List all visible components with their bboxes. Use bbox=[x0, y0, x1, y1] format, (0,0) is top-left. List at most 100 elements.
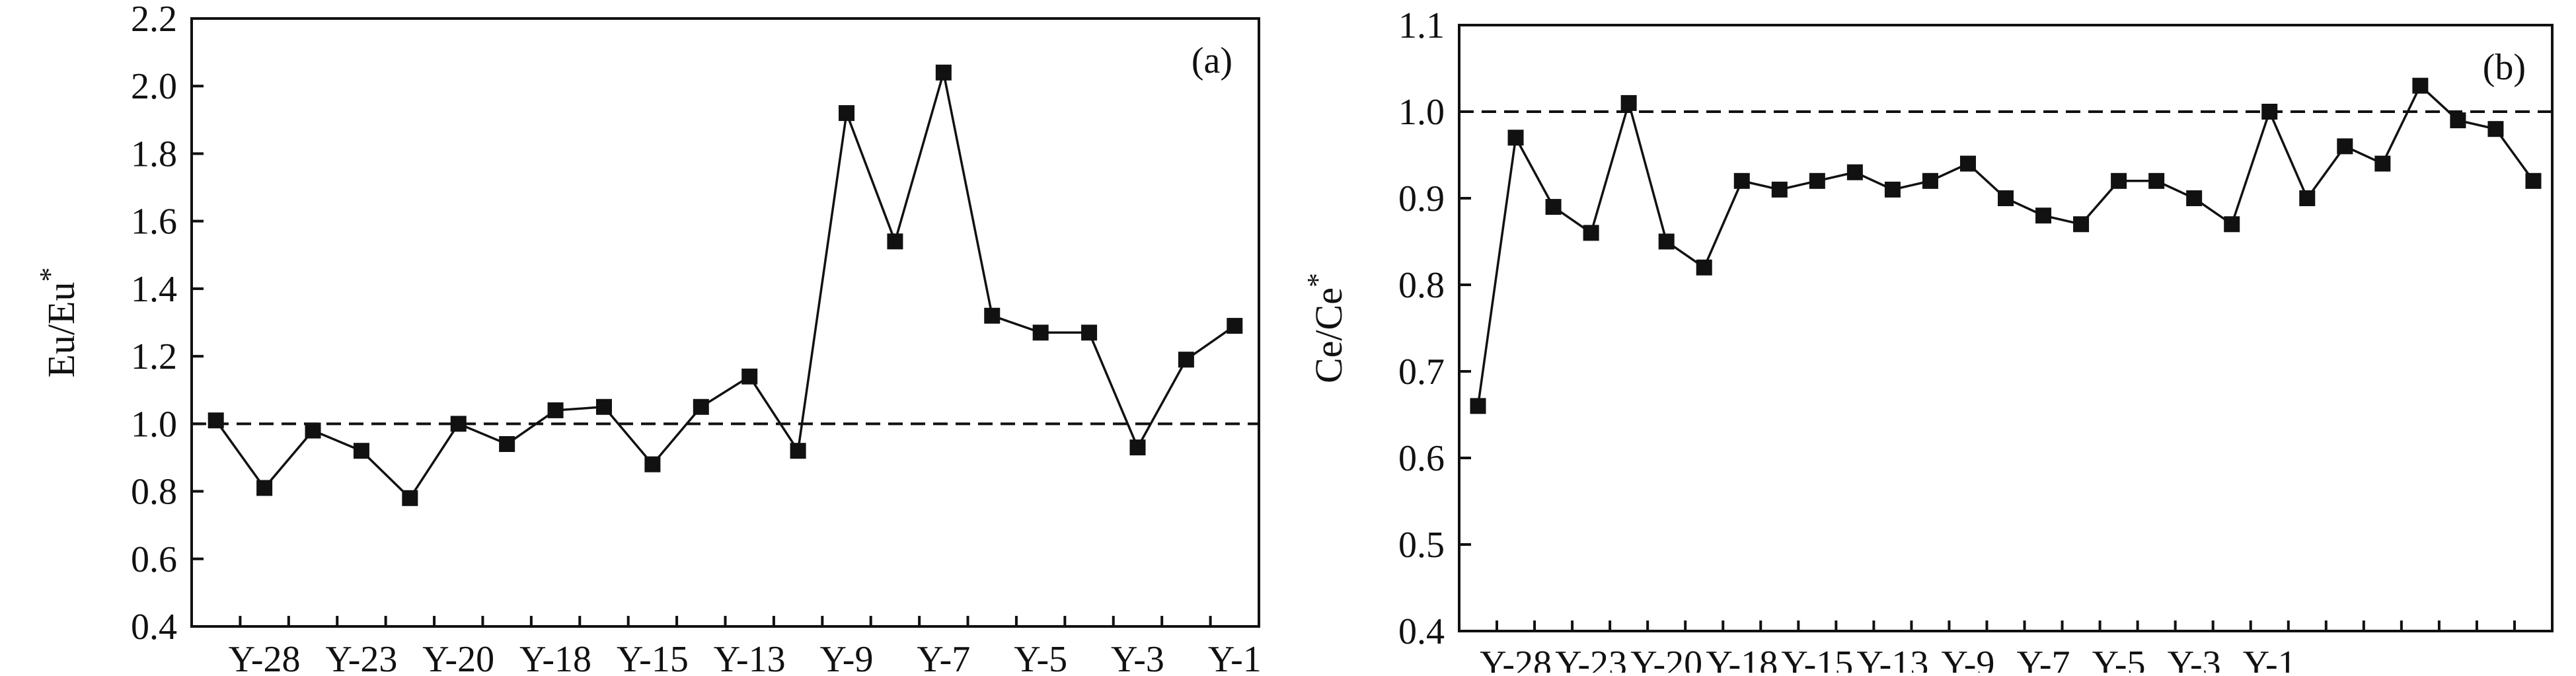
data-point bbox=[2450, 112, 2466, 129]
data-point bbox=[402, 490, 418, 506]
data-point bbox=[208, 412, 224, 429]
y-axis-label-superscript: * bbox=[1301, 273, 1334, 287]
y-axis-label-text: Ce/Ce bbox=[1307, 287, 1350, 383]
y-tick-label: 2.2 bbox=[131, 0, 177, 40]
data-point bbox=[499, 436, 515, 452]
x-tick-label: Y-15 bbox=[1781, 644, 1853, 673]
y-tick-label: 0.6 bbox=[1398, 438, 1445, 479]
y-tick-label: 1.1 bbox=[1398, 5, 1445, 46]
data-point bbox=[2487, 121, 2504, 137]
data-point bbox=[1129, 439, 1146, 456]
data-point bbox=[2224, 216, 2240, 233]
chart-panel-b: 0.4 0.5 0.6 0.7 0.8 0.9 1.0 1.1 Y-28 Y-23 Y-20 Y-18… bbox=[1301, 5, 2554, 676]
x-tick-label: Y-1 bbox=[2243, 644, 2296, 673]
y-tick-label: 1.8 bbox=[131, 133, 177, 174]
y-tick-label: 0.7 bbox=[1398, 352, 1445, 393]
data-point bbox=[1733, 172, 1750, 189]
x-tick-label: Y-15 bbox=[617, 639, 689, 673]
data-point bbox=[935, 64, 952, 81]
y-tick-label: 2.0 bbox=[131, 66, 177, 107]
x-tick-label: Y-28 bbox=[229, 639, 301, 673]
x-tick-label: Y-3 bbox=[1111, 639, 1164, 673]
data-point bbox=[2035, 207, 2052, 224]
y-tick-label: 0.4 bbox=[1398, 611, 1445, 652]
x-tick-label: Y-18 bbox=[1706, 644, 1778, 673]
data-point bbox=[1696, 259, 1712, 276]
panel-label: (b) bbox=[2483, 47, 2526, 88]
y-tick-label: 1.0 bbox=[1398, 92, 1445, 133]
data-point bbox=[2148, 172, 2165, 189]
x-tick-label: Y-13 bbox=[1856, 644, 1928, 673]
chart-panel-a: 0.4 0.6 0.8 1.0 1.2 1.4 1.6 1.8 2.0 2.2 Y-28 Y-23 Y-… bbox=[34, 0, 1262, 676]
data-point bbox=[1959, 155, 1976, 172]
y-tick-label: 1.2 bbox=[131, 336, 177, 377]
data-point bbox=[1227, 318, 1243, 334]
data-point bbox=[741, 368, 758, 385]
data-point bbox=[1470, 398, 1486, 414]
y-tick-label: 0.8 bbox=[1398, 265, 1445, 306]
y-tick-label: 1.0 bbox=[131, 404, 177, 445]
x-tick-label: Y-23 bbox=[325, 639, 397, 673]
data-point bbox=[984, 307, 1001, 324]
data-point bbox=[2111, 172, 2127, 189]
x-tick-label: Y-3 bbox=[2168, 644, 2221, 673]
data-point bbox=[2261, 104, 2278, 120]
data-point bbox=[693, 398, 709, 415]
y-tick-label: 0.9 bbox=[1398, 178, 1445, 219]
data-point bbox=[2374, 155, 2391, 172]
plot-frame bbox=[1458, 24, 2554, 632]
y-tick-label: 1.6 bbox=[131, 202, 177, 243]
y-tick-label: 0.8 bbox=[131, 472, 177, 513]
y-tick-label: 0.5 bbox=[1398, 525, 1445, 566]
x-tick-label: Y-5 bbox=[2092, 644, 2146, 673]
data-point bbox=[305, 422, 321, 439]
data-point bbox=[450, 416, 467, 432]
x-tick-label: Y-1 bbox=[1208, 639, 1262, 673]
x-tick-label: Y-20 bbox=[1630, 644, 1702, 673]
x-tick-label: Y-5 bbox=[1014, 639, 1067, 673]
series-line bbox=[1476, 83, 2534, 406]
data-point bbox=[1658, 233, 1675, 250]
data-point bbox=[1545, 199, 1562, 215]
series-line bbox=[215, 72, 1236, 500]
y-axis-label-superscript: * bbox=[34, 268, 66, 282]
data-point bbox=[1998, 190, 2014, 206]
data-point bbox=[547, 402, 564, 418]
data-point bbox=[1922, 172, 1938, 189]
data-point bbox=[256, 480, 273, 496]
data-point bbox=[1771, 181, 1788, 198]
data-point bbox=[1507, 130, 1524, 146]
y-axis-label-text: Eu/Eu bbox=[40, 282, 83, 378]
data-point bbox=[1032, 324, 1049, 341]
x-tick-label: Y-18 bbox=[519, 639, 591, 673]
x-tick-label: Y-7 bbox=[917, 639, 970, 673]
data-point bbox=[2525, 172, 2542, 189]
data-point bbox=[2186, 190, 2203, 206]
y-axis-label: Eu/Eu* bbox=[34, 268, 83, 378]
x-tick-label: Y-28 bbox=[1480, 644, 1552, 673]
y-tick-label: 1.4 bbox=[131, 269, 177, 310]
data-point bbox=[1583, 225, 1599, 241]
data-point bbox=[790, 443, 806, 459]
plot-frame bbox=[190, 17, 1260, 628]
data-point bbox=[839, 105, 855, 122]
data-point bbox=[1809, 172, 1825, 189]
data-point bbox=[1884, 181, 1901, 198]
data-point bbox=[595, 398, 612, 415]
data-point bbox=[887, 233, 903, 250]
y-axis-label: Ce/Ce* bbox=[1301, 273, 1350, 383]
data-point bbox=[2337, 138, 2353, 155]
x-tick-label: Y-13 bbox=[714, 639, 786, 673]
x-tick-label: Y-23 bbox=[1555, 644, 1627, 673]
x-tick-label: Y-20 bbox=[422, 639, 494, 673]
panel-label: (a) bbox=[1192, 40, 1232, 81]
x-tick-label: Y-9 bbox=[1942, 644, 1995, 673]
data-point bbox=[353, 443, 369, 459]
y-tick-label: 0.4 bbox=[131, 607, 177, 648]
data-point bbox=[2073, 216, 2090, 233]
data-point bbox=[2412, 77, 2429, 94]
data-point bbox=[2299, 190, 2316, 206]
data-point bbox=[644, 456, 661, 472]
